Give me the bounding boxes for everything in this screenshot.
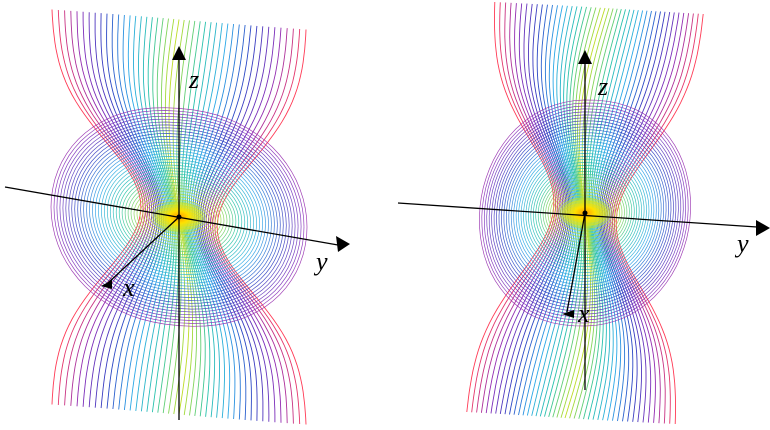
axes-right: x y z: [397, 50, 770, 390]
z-axis-arrowhead-right: [578, 50, 592, 64]
surface-panel-left: x y z: [4, 9, 350, 425]
x-axis-line-right: [566, 212, 586, 313]
z-axis-arrowhead-left: [172, 46, 186, 60]
axes-left: x y z: [4, 46, 350, 420]
y-axis-arrowhead-left: [336, 236, 350, 252]
axis-label-x-left: x: [122, 273, 135, 302]
y-axis-line-left: [4, 186, 339, 246]
surface-mesh-right: [466, 1, 704, 425]
surface-mesh-left: [50, 9, 308, 425]
origin-point-right: [582, 210, 588, 216]
axis-label-z-right: z: [597, 72, 608, 101]
axis-label-y-left: y: [313, 247, 328, 276]
axis-label-x-right: x: [577, 299, 590, 328]
x-axis-arrowhead-right: [562, 310, 574, 318]
surface-panel-right: x y z: [397, 1, 770, 425]
axis-label-y-right: y: [734, 229, 749, 258]
y-axis-line-right: [397, 202, 758, 228]
x-axis-line-left: [107, 216, 180, 284]
axis-label-z-left: z: [188, 65, 199, 94]
origin-point-left: [176, 214, 182, 220]
y-axis-arrowhead-right: [756, 220, 770, 236]
x-axis-arrowhead-left: [101, 280, 112, 289]
